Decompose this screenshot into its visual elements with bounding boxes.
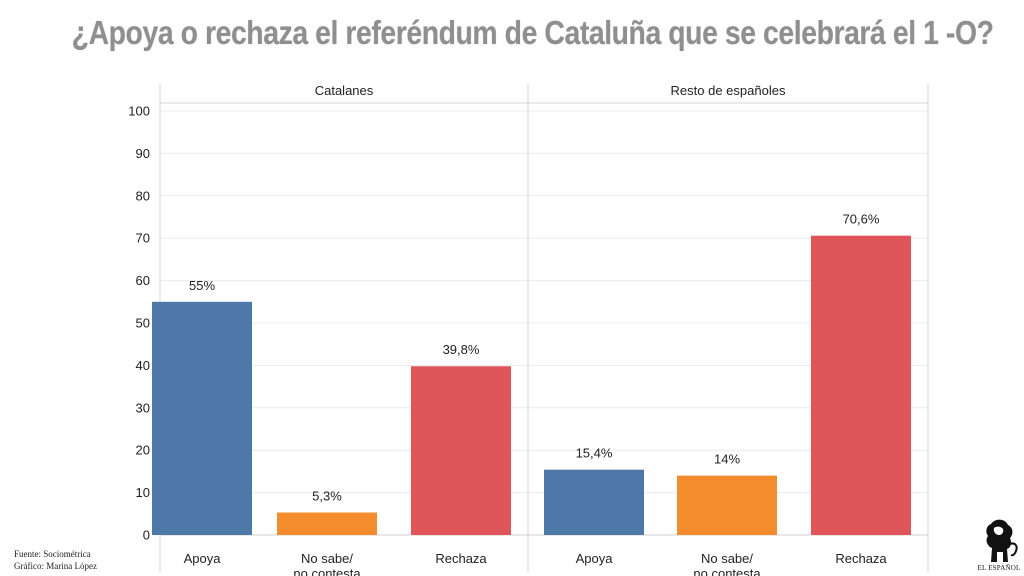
panel-title: Resto de españoles <box>671 83 786 98</box>
data-label: 15,4% <box>576 446 613 461</box>
x-tick-label: No sabe/ <box>701 551 753 566</box>
y-tick-label: 30 <box>136 400 150 415</box>
bar <box>277 512 377 535</box>
lion-icon <box>986 519 1018 562</box>
logo-text: EL ESPAÑOL <box>977 564 1021 572</box>
bar <box>677 475 777 535</box>
bar <box>811 235 911 535</box>
source-line: Fuente: Sociométrica <box>14 549 91 559</box>
bar <box>152 301 252 535</box>
data-label: 14% <box>714 452 740 467</box>
panel-title: Catalanes <box>315 83 374 98</box>
y-tick-label: 40 <box>136 358 150 373</box>
y-tick-label: 90 <box>136 146 150 161</box>
data-label: 55% <box>189 278 215 293</box>
data-label: 70,6% <box>843 212 880 227</box>
y-tick-label: 0 <box>143 528 150 543</box>
y-tick-label: 60 <box>136 273 150 288</box>
author-line: Gráfico: Marina López <box>14 561 97 571</box>
source-note: Fuente: Sociométrica Gráfico: Marina Lóp… <box>14 548 97 572</box>
bar <box>544 469 644 535</box>
x-tick-label: Apoya <box>576 551 614 566</box>
y-tick-label: 70 <box>136 231 150 246</box>
x-tick-label: no contesta <box>293 566 361 576</box>
y-tick-label: 50 <box>136 316 150 331</box>
x-tick-label: No sabe/ <box>301 551 353 566</box>
y-tick-label: 10 <box>136 485 150 500</box>
y-tick-label: 100 <box>128 104 150 119</box>
x-tick-label: Apoya <box>184 551 222 566</box>
data-label: 5,3% <box>312 489 342 504</box>
chart-title: ¿Apoya o rechaza el referéndum de Catalu… <box>71 14 994 51</box>
y-tick-label: 80 <box>136 188 150 203</box>
x-tick-label: no contesta <box>693 566 761 576</box>
y-tick-label: 20 <box>136 443 150 458</box>
bar <box>411 366 511 535</box>
el-espanol-logo: EL ESPAÑOL <box>977 518 1021 574</box>
data-label: 39,8% <box>443 342 480 357</box>
x-tick-label: Rechaza <box>835 551 887 566</box>
x-tick-label: Rechaza <box>435 551 487 566</box>
